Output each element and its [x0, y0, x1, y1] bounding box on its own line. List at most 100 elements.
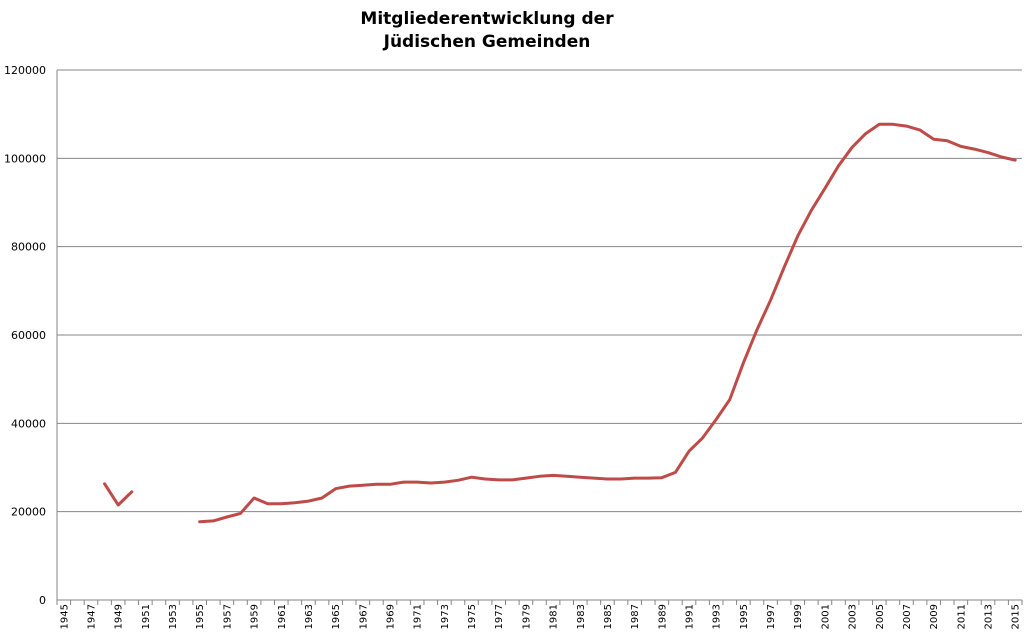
data-point	[293, 501, 296, 504]
data-point	[810, 209, 813, 212]
data-point	[592, 477, 595, 480]
y-tick-label: 40000	[11, 417, 46, 430]
x-tick-label: 1973	[440, 604, 451, 629]
data-point	[402, 481, 405, 484]
x-tick-label: 1955	[195, 604, 206, 629]
data-point	[878, 123, 881, 126]
x-tick-label: 1967	[358, 604, 369, 629]
data-point	[212, 519, 215, 522]
data-point	[511, 478, 514, 481]
data-point	[973, 148, 976, 151]
x-tick-label: 1991	[685, 604, 696, 629]
y-tick-label: 120000	[4, 64, 46, 77]
data-point	[742, 361, 745, 364]
x-tick-label: 2007	[902, 604, 913, 629]
x-tick-label: 1985	[603, 604, 614, 629]
data-point	[429, 482, 432, 485]
x-tick-label: 1965	[331, 604, 342, 629]
data-point	[851, 146, 854, 149]
data-point	[946, 139, 949, 142]
x-axis-tick-labels: 1945 1947 1949 1951 1953 1955 1957 1959 1961 1963…	[59, 604, 1021, 629]
x-tick-label: 1945	[59, 604, 70, 629]
data-point	[823, 187, 826, 190]
data-point	[728, 398, 731, 401]
data-point	[457, 479, 460, 482]
data-point	[103, 482, 106, 485]
data-point	[524, 477, 527, 480]
x-tick-label: 1995	[739, 604, 750, 629]
data-point	[919, 129, 922, 132]
chart-title-line-2: Jüdischen Gemeinden	[383, 32, 591, 52]
x-tick-label: 2003	[848, 604, 859, 629]
y-tick-label: 20000	[11, 506, 46, 519]
series-line-segment-1	[103, 482, 134, 507]
data-point	[497, 478, 500, 481]
x-tick-label: 2001	[820, 604, 831, 629]
data-point	[701, 436, 704, 439]
data-point	[334, 487, 337, 490]
data-point	[470, 476, 473, 479]
data-point	[565, 475, 568, 478]
x-tick-label: 1953	[168, 604, 179, 629]
data-point	[130, 490, 133, 493]
x-tick-label: 1963	[304, 604, 315, 629]
x-tick-label: 1993	[712, 604, 723, 629]
series-line-segment-2	[198, 122, 1017, 524]
series-lines	[103, 122, 1017, 524]
data-point	[688, 450, 691, 453]
data-point	[361, 484, 364, 487]
x-tick-label: 1971	[413, 604, 424, 629]
data-point	[280, 502, 283, 505]
x-axis	[56, 70, 1023, 605]
data-point	[932, 138, 935, 141]
y-tick-label: 80000	[11, 241, 46, 254]
data-point	[796, 235, 799, 238]
y-tick-label: 0	[39, 594, 46, 607]
x-tick-label: 1977	[494, 604, 505, 629]
x-tick-label: 1949	[114, 604, 125, 629]
x-tick-label: 1999	[793, 604, 804, 629]
x-tick-label: 1975	[467, 604, 478, 629]
data-point	[606, 478, 609, 481]
x-tick-label: 1983	[576, 604, 587, 629]
x-tick-label: 2009	[929, 604, 940, 629]
data-point	[253, 497, 256, 500]
data-point	[484, 478, 487, 481]
data-point	[348, 485, 351, 488]
x-tick-label: 1947	[86, 604, 97, 629]
data-point	[769, 299, 772, 302]
chart-title-line-1: Mitgliederentwicklung der	[360, 9, 614, 29]
data-point	[538, 475, 541, 478]
data-point	[660, 476, 663, 479]
x-tick-label: 1989	[657, 604, 668, 629]
y-tick-label: 60000	[11, 329, 46, 342]
x-tick-label: 1997	[766, 604, 777, 629]
data-point	[837, 164, 840, 167]
x-tick-label: 1987	[630, 604, 641, 629]
y-tick-label: 100000	[4, 152, 46, 165]
x-tick-label: 1961	[277, 604, 288, 629]
data-point	[117, 504, 120, 507]
data-point	[1014, 159, 1017, 162]
x-tick-label: 1957	[222, 604, 233, 629]
data-point	[715, 418, 718, 421]
data-point	[783, 266, 786, 269]
data-point	[756, 328, 759, 331]
x-tick-label: 1951	[141, 604, 152, 629]
data-point	[620, 478, 623, 481]
data-point	[864, 132, 867, 135]
x-tick-label: 1969	[385, 604, 396, 629]
data-point	[552, 474, 555, 477]
data-point	[959, 145, 962, 148]
gridlines	[57, 69, 1022, 513]
data-point	[198, 520, 201, 523]
data-point	[443, 481, 446, 484]
data-point	[647, 477, 650, 480]
data-point	[1000, 156, 1003, 159]
data-point	[633, 477, 636, 480]
data-point	[987, 151, 990, 154]
data-point	[239, 512, 242, 515]
y-axis-tick-labels: 0 20000 40000 60000 80000 100000 120000	[4, 64, 46, 607]
data-point	[416, 481, 419, 484]
